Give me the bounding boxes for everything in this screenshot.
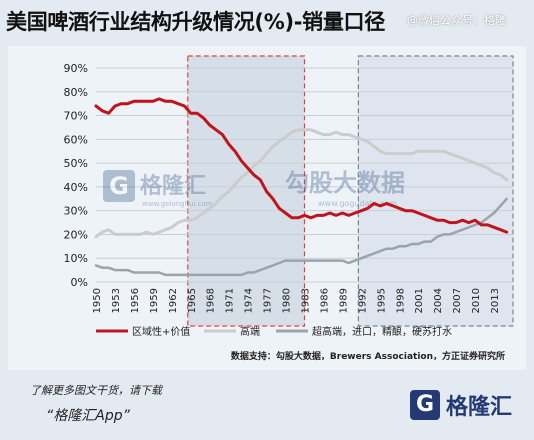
watermark-left-url: www.gelonghui.com (142, 200, 213, 208)
series-group (94, 97, 509, 277)
y-tick-label: 50% (64, 157, 88, 170)
x-tick-label: 1989 (338, 288, 349, 313)
grid-lines (96, 67, 513, 283)
y-tick-label: 0% (71, 276, 88, 289)
y-tick-label: 10% (64, 252, 88, 265)
chart-panel: G 格隆汇 www.gelonghui.com 勾股大数据 www.goguda… (8, 46, 526, 370)
x-tick-label: 1968 (206, 288, 217, 313)
x-tick-label: 1998 (395, 288, 406, 313)
highlight-bands (187, 55, 514, 327)
brand-watermark: G 格隆汇 www.gelonghui.com 勾股大数据 www.goguda… (103, 169, 405, 208)
highlight-band (357, 55, 514, 327)
top-watermark: @微信公众号：格隆 (407, 14, 506, 27)
x-axis: 1950 1953 1956 1959 1962 1965 1968 1971 1974 1977… (92, 288, 501, 313)
promo-strip (0, 370, 534, 440)
x-tick-label: 1971 (225, 288, 236, 313)
x-tick-label: 1977 (263, 288, 274, 313)
y-tick-label: 40% (64, 181, 88, 194)
legend-label-s2: 高端 (240, 325, 260, 338)
x-tick-label: 1992 (357, 288, 368, 313)
watermark-right-name: 勾股大数据 (285, 169, 405, 197)
watermark-left-name: 格隆汇 (140, 173, 206, 199)
x-tick-label: 2001 (414, 288, 425, 313)
y-tick-label: 90% (64, 62, 88, 75)
y-tick-label: 60% (64, 133, 88, 146)
line-chart: G 格隆汇 www.gelonghui.com 勾股大数据 www.goguda… (64, 55, 514, 362)
y-tick-label: 80% (64, 86, 88, 99)
page-title: 美国啤酒行业结构升级情况(%)-销量口径 (6, 10, 385, 34)
series-line-2 (94, 128, 509, 239)
series-line-3 (94, 197, 508, 277)
x-tick-label: 1980 (282, 288, 293, 313)
y-tick-label: 20% (64, 228, 88, 241)
x-tick-label: 2007 (452, 288, 463, 313)
legend: 区域性+价值 高端 超高端，进口，精酿，硬苏打水 (96, 325, 452, 338)
watermark-logo-icon (103, 170, 135, 202)
x-tick-label: 1956 (130, 288, 141, 313)
x-tick-label: 1950 (92, 288, 103, 313)
x-tick-label: 1995 (376, 288, 387, 313)
promo-line: 了解更多图文干货，请下载 (30, 384, 162, 397)
y-tick-label: 30% (64, 205, 88, 218)
legend-label-s3: 超高端，进口，精酿，硬苏打水 (312, 325, 452, 338)
legend-label-s1: 区域性+价值 (132, 325, 190, 338)
x-tick-label: 2013 (490, 288, 501, 313)
brand-logo: G 格隆汇 (410, 387, 520, 423)
y-axis: 0% 10% 20% 30% 40% 50% 60% 70% 80% 90% (64, 62, 88, 289)
x-tick-label: 1986 (319, 288, 330, 313)
watermark-right-url: www.gogudata.com (318, 199, 397, 208)
source-note: 数据支持：勾股大数据，Brewers Association，方正证券研究所 (231, 350, 505, 362)
brand-logo-icon: G (410, 390, 440, 420)
x-tick-label: 2004 (433, 288, 444, 313)
brand-logo-text: 格隆汇 (446, 395, 513, 420)
x-tick-label: 1974 (244, 288, 255, 313)
highlight-band (187, 55, 306, 327)
series-line-1 (94, 97, 509, 234)
x-tick-label: 1959 (149, 288, 160, 313)
x-tick-label: 1962 (168, 288, 179, 313)
x-tick-label: 2010 (471, 288, 482, 313)
y-tick-label: 70% (64, 110, 88, 123)
watermark-logo-glyph: G (109, 172, 129, 200)
x-tick-label: 1953 (111, 288, 122, 313)
x-tick-label: 1965 (187, 288, 198, 313)
x-tick-label: 1983 (301, 288, 312, 313)
promo-app-name: “格隆汇App” (46, 408, 130, 424)
